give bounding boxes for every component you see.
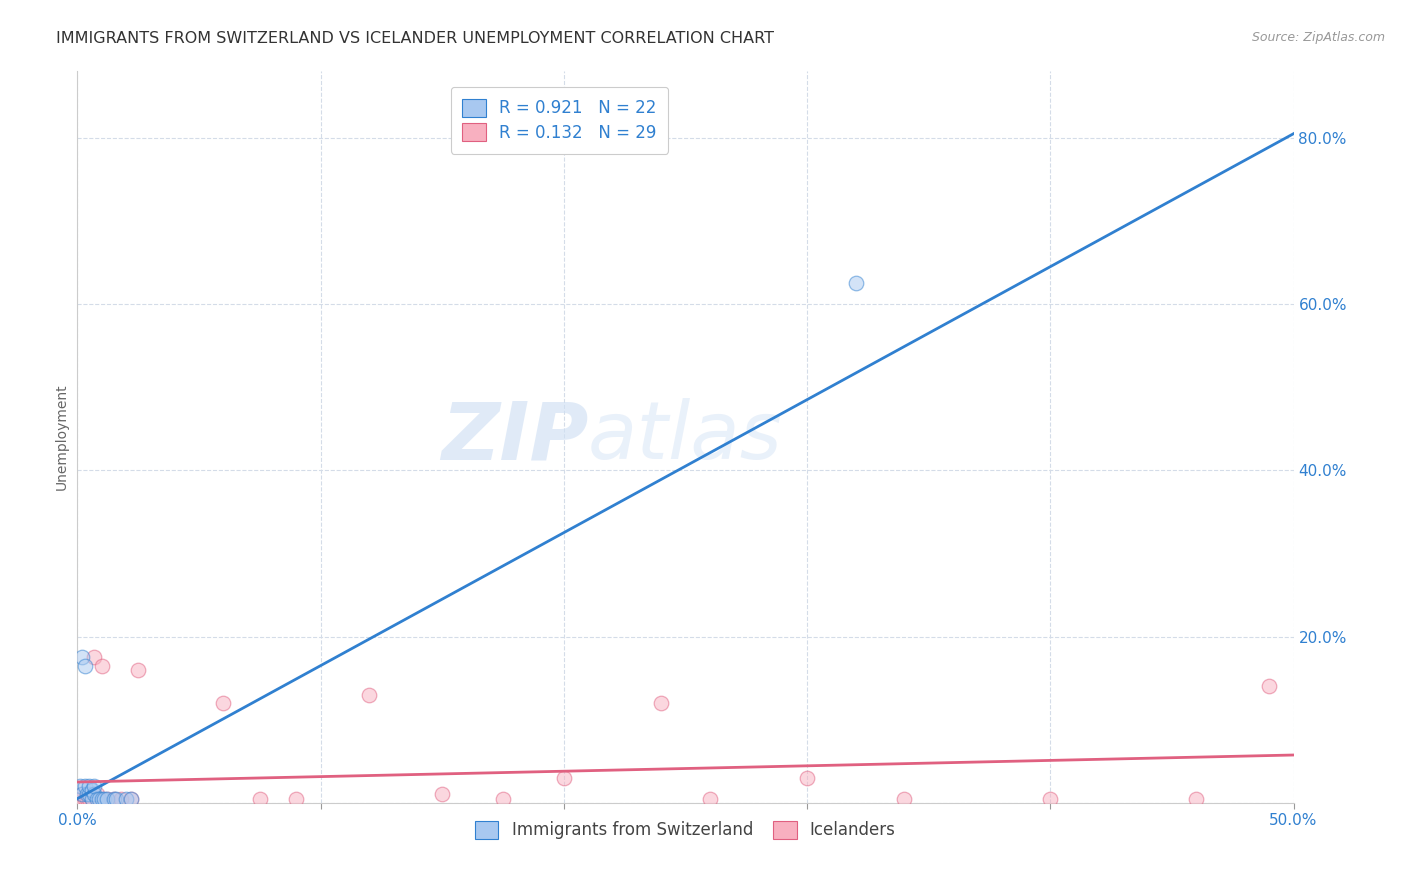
Point: [70, 788, 93, 802]
Point: [845, 277, 868, 291]
Point: [212, 696, 235, 710]
Point: [79, 779, 101, 793]
Point: [83, 788, 105, 802]
Text: IMMIGRANTS FROM SWITZERLAND VS ICELANDER UNEMPLOYMENT CORRELATION CHART: IMMIGRANTS FROM SWITZERLAND VS ICELANDER…: [56, 31, 775, 46]
Point: [83, 650, 105, 665]
Point: [93, 791, 115, 805]
Point: [69, 791, 91, 805]
Point: [76, 791, 98, 805]
Point: [86, 791, 108, 805]
Point: [285, 791, 308, 805]
Point: [89, 791, 111, 805]
Point: [73, 658, 96, 673]
Point: [96, 791, 118, 805]
Legend: Immigrants from Switzerland, Icelanders: Immigrants from Switzerland, Icelanders: [465, 811, 905, 849]
Text: atlas: atlas: [588, 398, 783, 476]
Point: [699, 791, 721, 805]
Point: [89, 791, 111, 805]
Point: [69, 779, 91, 793]
Point: [359, 688, 381, 702]
Point: [553, 771, 575, 785]
Point: [76, 788, 98, 802]
Point: [1039, 791, 1062, 805]
Point: [83, 779, 105, 793]
Point: [96, 791, 118, 805]
Point: [105, 791, 128, 805]
Point: [492, 791, 515, 805]
Point: [90, 791, 112, 805]
Text: Source: ZipAtlas.com: Source: ZipAtlas.com: [1251, 31, 1385, 45]
Point: [80, 791, 103, 805]
Point: [796, 771, 818, 785]
Point: [249, 791, 271, 805]
Point: [430, 788, 453, 802]
Point: [110, 791, 132, 805]
Point: [73, 779, 96, 793]
Point: [893, 791, 915, 805]
Point: [127, 663, 149, 677]
Point: [1258, 680, 1281, 694]
Point: [80, 791, 103, 805]
Point: [90, 658, 112, 673]
Point: [1185, 791, 1208, 805]
Point: [79, 791, 101, 805]
Point: [79, 788, 101, 802]
Point: [103, 791, 125, 805]
Point: [70, 788, 93, 802]
Point: [120, 791, 142, 805]
Point: [70, 650, 93, 665]
Point: [650, 696, 672, 710]
Point: [115, 791, 138, 805]
Point: [103, 791, 125, 805]
Y-axis label: Unemployment: Unemployment: [55, 384, 69, 491]
Point: [80, 783, 103, 797]
Point: [120, 791, 142, 805]
Point: [86, 788, 108, 802]
Text: ZIP: ZIP: [440, 398, 588, 476]
Point: [73, 791, 96, 805]
